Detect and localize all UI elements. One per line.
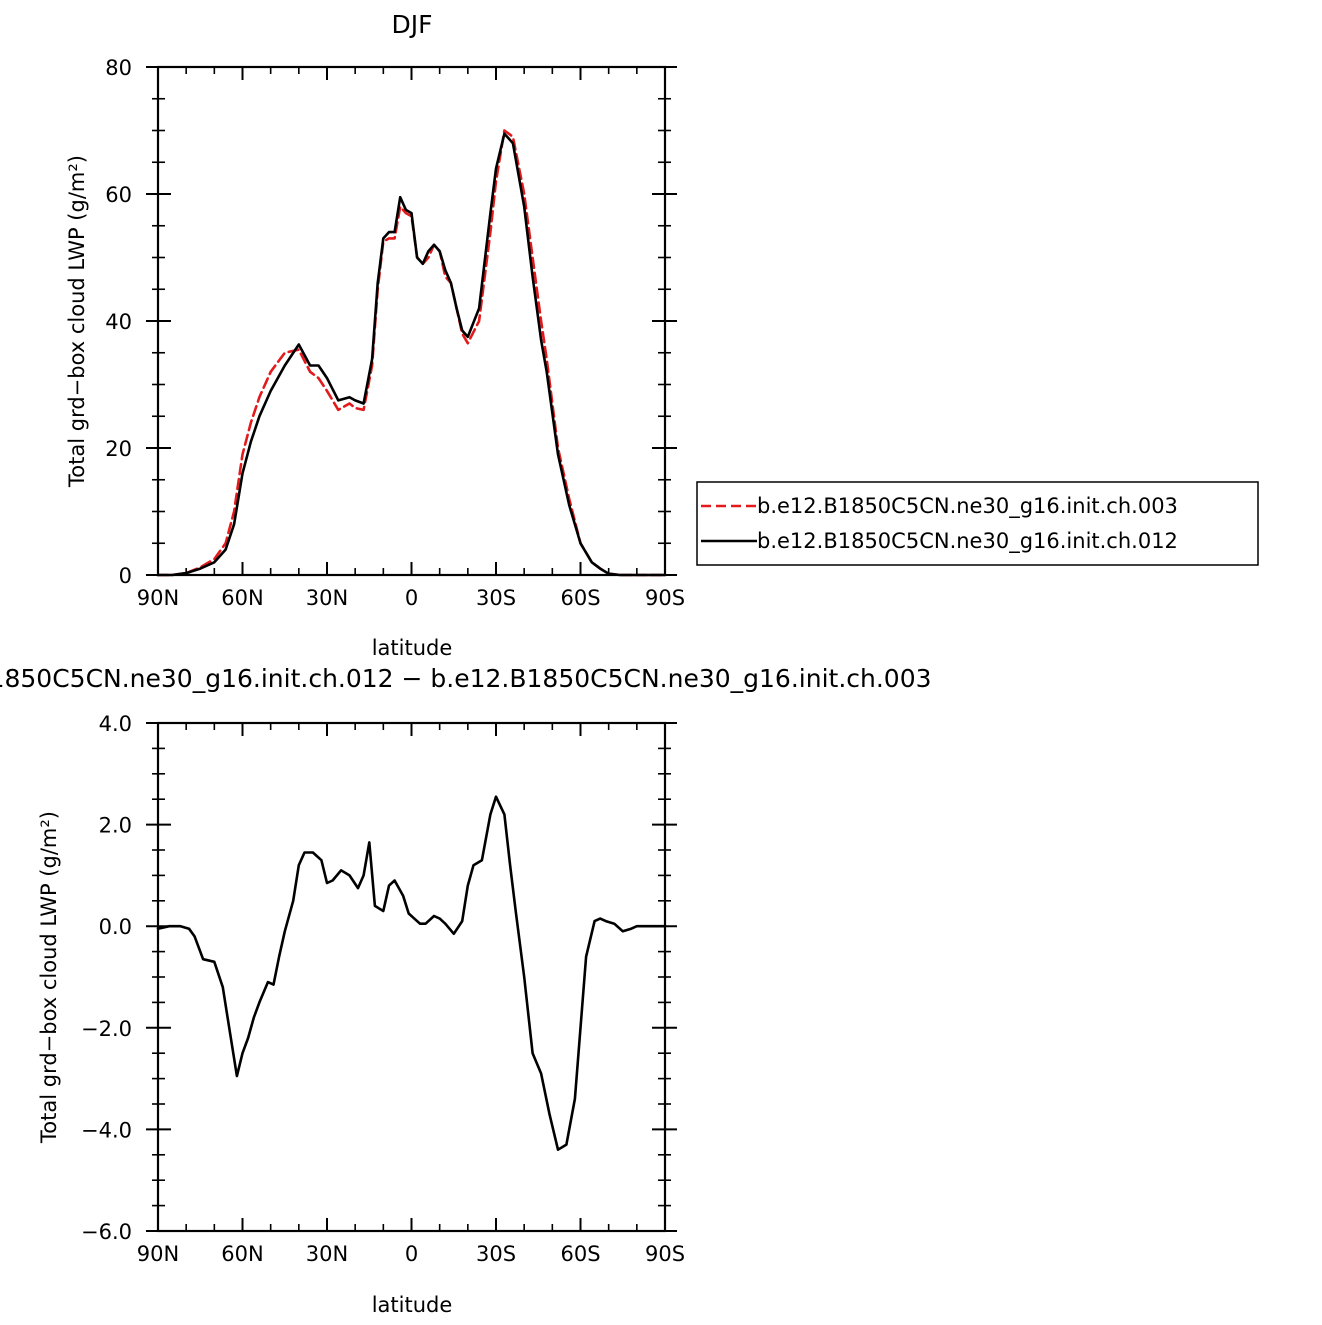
top-series-group — [156, 129, 667, 577]
top-y-tick-label: 80 — [105, 56, 132, 80]
legend: b.e12.B1850C5CN.ne30_g16.init.ch.003 b.e… — [696, 481, 1259, 566]
bottom-plot-frame — [156, 721, 667, 1233]
top-x-tick-label: 60S — [560, 586, 600, 610]
panel-bottom-chart: b.e12.B1850C5CN.ne30_g16.init.ch.012 − b… — [0, 664, 932, 1317]
legend-box — [696, 481, 1259, 566]
bottom-x-axis-label: latitude — [372, 1293, 453, 1317]
bottom-y-tick-label: −2.0 — [81, 1017, 132, 1041]
top-x-tick-label: 0 — [405, 586, 418, 610]
top-y-tick-label: 40 — [105, 310, 132, 334]
top-y-tick-label: 0 — [119, 564, 132, 588]
top-x-tick-label: 90N — [137, 586, 179, 610]
bottom-x-tick-label: 90N — [137, 1242, 179, 1266]
top-x-tick-label: 30S — [476, 586, 516, 610]
bottom-y-tick-label: 2.0 — [99, 814, 132, 838]
bottom-y-axis-label: Total grd−box cloud LWP (g/m²) — [37, 811, 61, 1144]
top-series-line-1 — [156, 132, 667, 577]
top-ticks-group: 90N 60N 30N 0 30S 60S 90S 0 20 40 60 80 — [105, 56, 685, 610]
bottom-y-tick-label: −4.0 — [81, 1118, 132, 1142]
top-x-axis-label: latitude — [372, 636, 453, 660]
bottom-series-line-0 — [156, 795, 667, 1151]
top-y-axis-label: Total grd−box cloud LWP (g/m²) — [65, 155, 89, 488]
top-chart-title: DJF — [391, 10, 432, 39]
bottom-x-tick-label: 30S — [476, 1242, 516, 1266]
bottom-x-tick-label: 30N — [306, 1242, 348, 1266]
top-y-tick-label: 20 — [105, 437, 132, 461]
bottom-ticks-group: 90N 60N 30N 0 30S 60S 90S −6.0 −4.0 −2.0 0.0 2.0 4.0 — [81, 712, 685, 1266]
bottom-x-tick-label: 60N — [221, 1242, 263, 1266]
panel-top-chart: DJF 90N 60N 30N 0 30S 60S 90S 0 20 40 60 80 latitud… — [65, 10, 1259, 660]
top-y-tick-label: 60 — [105, 183, 132, 207]
top-series-line-0 — [156, 129, 667, 577]
legend-label-series-012: b.e12.B1850C5CN.ne30_g16.init.ch.012 — [757, 529, 1178, 554]
top-x-tick-label: 90S — [645, 586, 685, 610]
bottom-series-group — [156, 795, 667, 1151]
bottom-x-tick-label: 60S — [560, 1242, 600, 1266]
bottom-y-tick-label: 4.0 — [99, 712, 132, 736]
bottom-y-tick-label: −6.0 — [81, 1220, 132, 1244]
top-x-tick-label: 30N — [306, 586, 348, 610]
bottom-x-tick-label: 0 — [405, 1242, 418, 1266]
bottom-y-tick-label: 0.0 — [99, 915, 132, 939]
bottom-chart-title: b.e12.B1850C5CN.ne30_g16.init.ch.012 − b… — [0, 664, 932, 693]
bottom-x-tick-label: 90S — [645, 1242, 685, 1266]
legend-label-series-003: b.e12.B1850C5CN.ne30_g16.init.ch.003 — [757, 494, 1178, 519]
top-x-tick-label: 60N — [221, 586, 263, 610]
top-plot-frame — [156, 65, 667, 577]
